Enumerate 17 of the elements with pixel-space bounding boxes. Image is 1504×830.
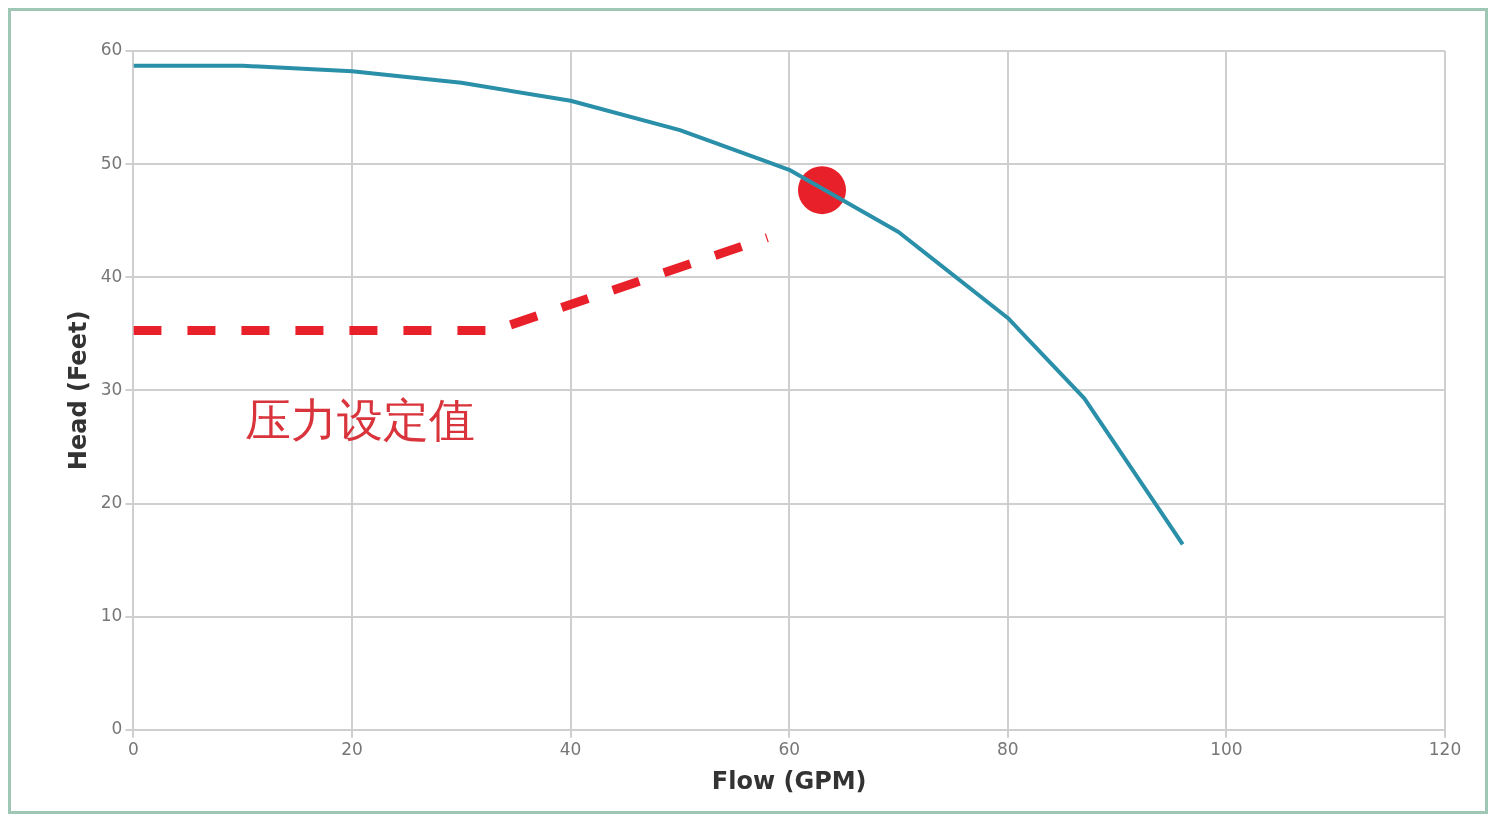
y-tick-label: 30 — [100, 378, 123, 399]
x-tick-label: 40 — [559, 739, 582, 760]
x-tick-label: 20 — [341, 739, 363, 760]
y-tick-label: 0 — [111, 718, 123, 739]
annotation: 压力设定值 — [244, 393, 475, 448]
y-tick-label: 40 — [100, 265, 123, 286]
x-tick-label: 60 — [778, 739, 801, 760]
x-tick-label: 120 — [1428, 739, 1462, 760]
x-axis-title: Flow (GPM) — [711, 766, 867, 795]
y-tick-label: 10 — [100, 605, 123, 626]
y-tick-label: 50 — [100, 152, 123, 173]
x-tick-label: 0 — [128, 739, 139, 760]
y-tick-label: 20 — [100, 491, 123, 512]
x-tick-label: 100 — [1210, 739, 1243, 760]
y-axis-title: Head (Feet) — [63, 310, 92, 471]
y-tick-label: 60 — [100, 39, 123, 60]
x-tick-label: 80 — [996, 739, 1019, 760]
